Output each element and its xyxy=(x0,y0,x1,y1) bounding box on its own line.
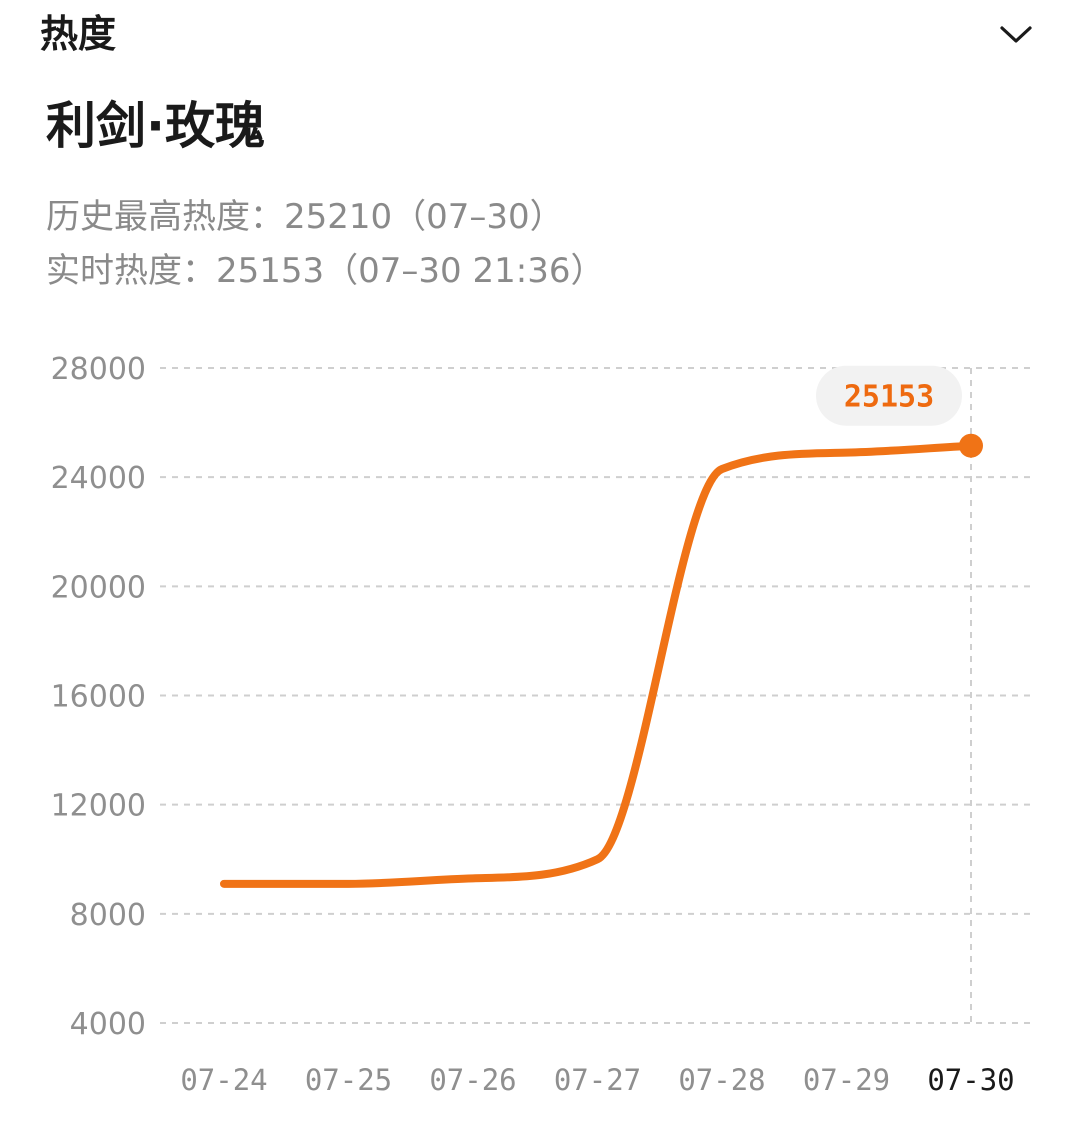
x-tick-label: 07-30 xyxy=(927,1063,1014,1097)
section-title: 热度 xyxy=(40,12,117,56)
x-tick-label: 07-25 xyxy=(305,1063,392,1097)
data-label: 25153 xyxy=(844,380,934,415)
y-tick-label: 12000 xyxy=(51,789,146,824)
data-label-bubble xyxy=(816,365,962,426)
y-tick-label: 4000 xyxy=(70,1007,146,1042)
x-tick-label: 07-24 xyxy=(180,1063,267,1097)
y-tick-label: 16000 xyxy=(51,680,146,715)
chevron-down-icon xyxy=(1000,26,1032,43)
live-heat-stat: 实时热度：25153（07–30 21:36） xyxy=(46,251,605,291)
section-header: 热度 xyxy=(40,8,1040,56)
y-tick-label: 20000 xyxy=(51,570,146,605)
y-tick-label: 24000 xyxy=(51,461,146,496)
show-title: 利剑·玫瑰 xyxy=(46,97,265,155)
x-tick-label: 07-29 xyxy=(803,1063,890,1097)
collapse-toggle-button[interactable] xyxy=(992,12,1040,56)
heat-trend-chart: 4000 8000 12000 16000 20000 24000 28000 07-24 07… xyxy=(0,330,1080,1120)
peak-heat-stat: 历史最高热度：25210（07–30） xyxy=(46,197,564,237)
x-tick-label: 07-27 xyxy=(554,1063,641,1097)
heat-trend-chart-svg: 4000 8000 12000 16000 20000 24000 28000 07-24 07… xyxy=(51,352,1030,1097)
y-tick-label: 28000 xyxy=(51,352,146,387)
data-point-marker xyxy=(959,433,983,458)
y-tick-label: 8000 xyxy=(70,898,146,933)
series-line xyxy=(220,441,975,888)
x-tick-label: 07-28 xyxy=(678,1063,765,1097)
x-tick-label: 07-26 xyxy=(429,1063,516,1097)
